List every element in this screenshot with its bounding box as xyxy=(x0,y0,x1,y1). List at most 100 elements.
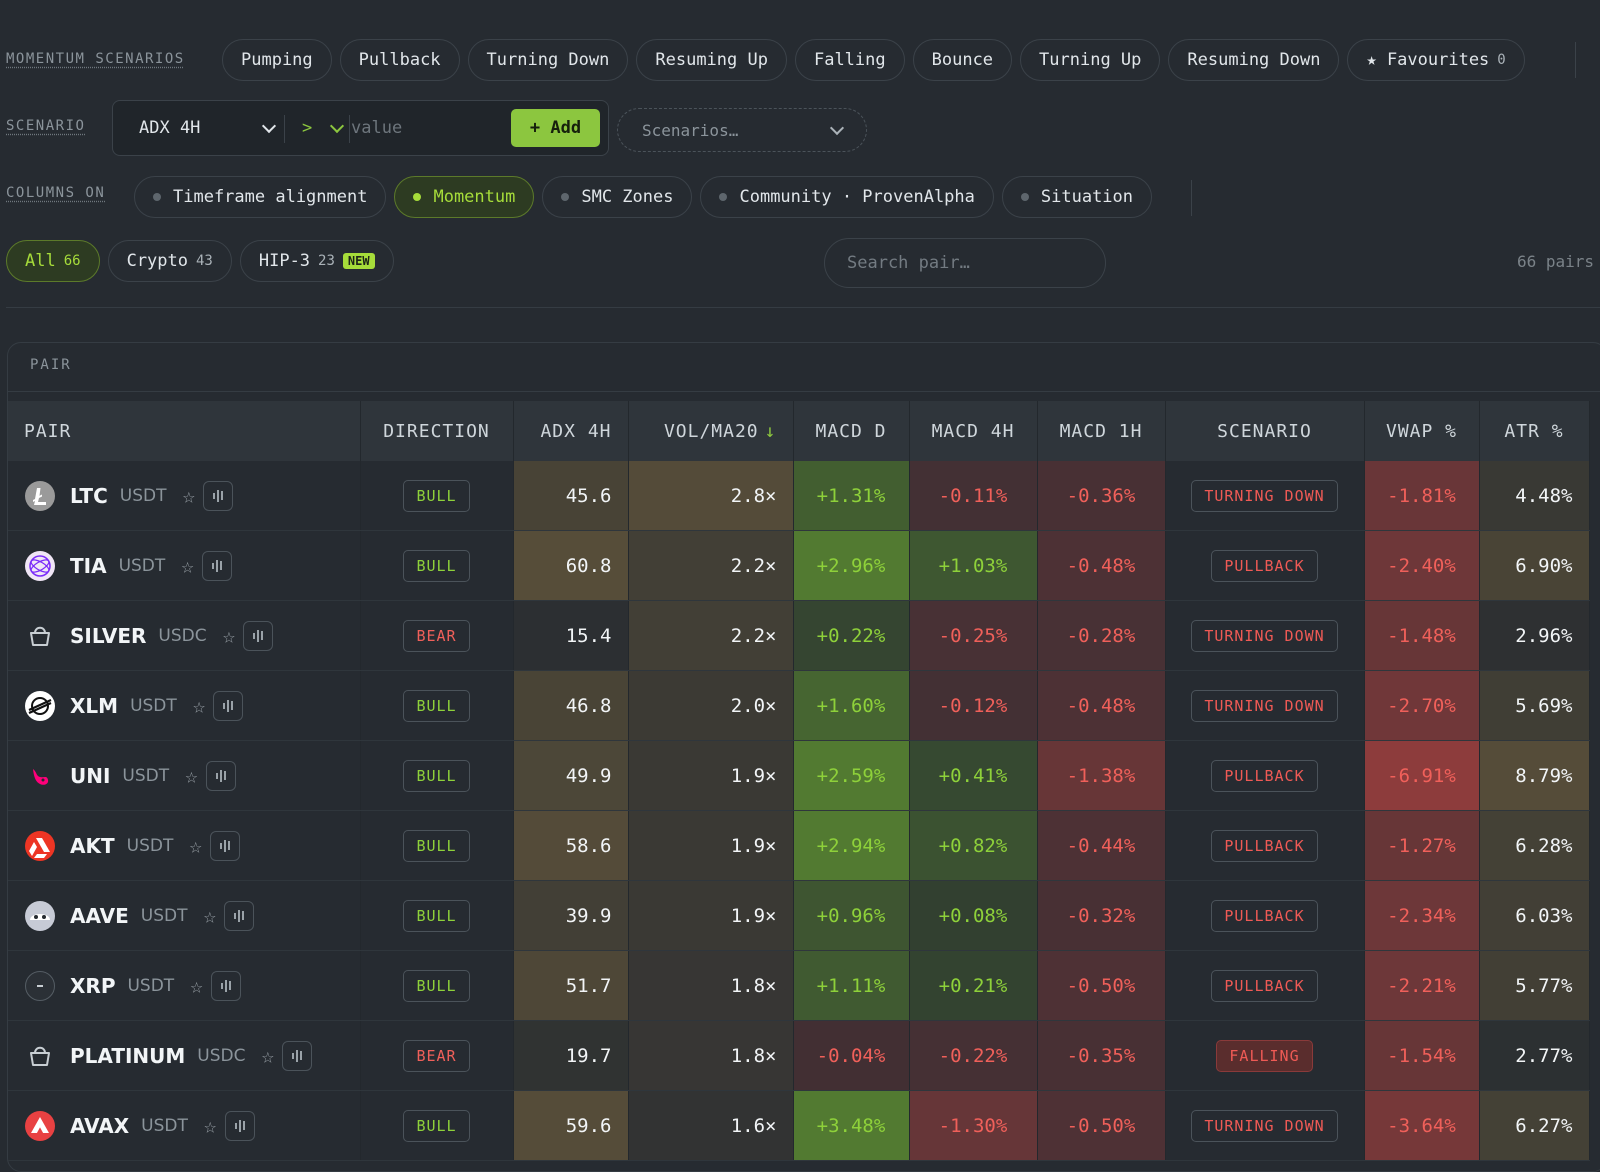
chart-icon[interactable] xyxy=(201,550,232,581)
table-row[interactable]: TIA USDT ☆ BULL 60.8 2.2× +2.96% +1.03% -0.48% PU… xyxy=(8,530,1590,601)
column-header-vol-ma20[interactable]: VOL/MA20 ↓ xyxy=(628,401,794,461)
chip-pullback[interactable]: Pullback xyxy=(339,39,460,81)
column-chip-smc-zones[interactable]: SMC Zones xyxy=(542,176,693,218)
vol-ma20-cell: 1.9× xyxy=(628,740,794,811)
macd-4h-cell: +0.21% xyxy=(909,950,1038,1021)
column-header-pair[interactable]: PAIR xyxy=(8,401,361,461)
chip-favourites[interactable]: ★ Favourites 0 xyxy=(1347,39,1525,81)
star-icon[interactable]: ☆ xyxy=(203,903,217,928)
divider xyxy=(6,307,1600,308)
scenario-cell: TURNING DOWN xyxy=(1165,670,1365,741)
star-icon[interactable]: ☆ xyxy=(189,833,202,858)
column-chip-situation[interactable]: Situation xyxy=(1001,176,1153,218)
pairs-table-container: PAIR PAIR DIRECTION ADX 4H VOL/MA20 ↓ MACD D M… xyxy=(7,342,1600,1172)
chart-icon[interactable] xyxy=(203,480,234,511)
chip-turning-down[interactable]: Turning Down xyxy=(467,39,629,81)
direction-cell: BEAR xyxy=(360,1020,514,1091)
column-header-macd-d[interactable]: MACD D xyxy=(793,401,910,461)
star-icon[interactable]: ☆ xyxy=(203,1113,217,1138)
direction-cell: BULL xyxy=(360,810,514,881)
macd-d-cell: +1.31% xyxy=(793,461,910,531)
tab-crypto[interactable]: Crypto 43 xyxy=(107,240,232,282)
tab-all[interactable]: All 66 xyxy=(6,240,100,282)
table-row[interactable]: AAVE USDT ☆ BULL 39.9 1.9× +0.96% +0.08% -0.32% P… xyxy=(8,880,1590,951)
pair-symbol[interactable]: XRP xyxy=(70,973,116,998)
table-row[interactable]: AVAX USDT ☆ BULL 59.6 1.6× +3.48% -1.30% -0.50% T… xyxy=(8,1090,1590,1161)
divider xyxy=(1575,42,1576,78)
scenario-badge: PULLBACK xyxy=(1211,899,1318,932)
macd-d-cell: +2.94% xyxy=(793,810,910,881)
chart-icon[interactable] xyxy=(210,970,241,1001)
pair-symbol[interactable]: LTC xyxy=(70,483,108,508)
adx-cell: 60.8 xyxy=(513,530,629,601)
column-chip-timeframe-alignment[interactable]: Timeframe alignment xyxy=(134,176,387,218)
column-chip-community-provenalpha[interactable]: Community · ProvenAlpha xyxy=(700,176,994,218)
chart-icon[interactable] xyxy=(224,900,255,931)
chip-resuming-down[interactable]: Resuming Down xyxy=(1168,39,1340,81)
table-row[interactable]: LTC USDT ☆ BULL 45.6 2.8× +1.31% -0.11% -0.36% TU… xyxy=(8,461,1590,531)
table-row[interactable]: XLM USDT ☆ BULL 46.8 2.0× +1.60% -0.12% -0.48% TU… xyxy=(8,670,1590,741)
pair-quote: USDT xyxy=(130,695,177,716)
column-header-adx-4h[interactable]: ADX 4H xyxy=(513,401,629,461)
direction-cell: BULL xyxy=(360,1090,514,1161)
table-row[interactable]: AKT USDT ☆ BULL 58.6 1.9× +2.94% +0.82% -0.44% PU… xyxy=(8,810,1590,881)
search-input[interactable]: Search pair… xyxy=(824,238,1106,288)
pair-quote: USDT xyxy=(127,975,175,996)
chart-icon[interactable] xyxy=(210,830,240,861)
vol-ma20-cell: 2.2× xyxy=(628,530,794,601)
star-icon[interactable]: ☆ xyxy=(261,1043,275,1068)
vwap-cell: -2.34% xyxy=(1364,880,1480,951)
column-header-macd-1h[interactable]: MACD 1H xyxy=(1037,401,1166,461)
chart-icon[interactable] xyxy=(224,1110,255,1141)
column-header-scenario[interactable]: SCENARIO xyxy=(1165,401,1365,461)
tab-hip-3[interactable]: HIP-3 23 NEW xyxy=(239,240,394,282)
scenario-badge: FALLING xyxy=(1216,1039,1313,1072)
star-icon[interactable]: ☆ xyxy=(182,483,196,508)
scenario-badge: TURNING DOWN xyxy=(1191,619,1338,652)
operator-select[interactable]: > xyxy=(302,101,345,155)
table-row[interactable]: PLATINUM USDC ☆ BEAR 19.7 1.8× -0.04% -0.22% -0.… xyxy=(8,1020,1590,1091)
column-header-atr[interactable]: ATR % xyxy=(1479,401,1590,461)
chip-falling[interactable]: Falling xyxy=(794,39,905,81)
star-icon[interactable]: ☆ xyxy=(192,693,206,718)
column-header-macd-4h[interactable]: MACD 4H xyxy=(909,401,1038,461)
adx-cell: 49.9 xyxy=(513,740,629,811)
macd-4h-cell: -1.30% xyxy=(909,1090,1038,1161)
scenarios-dropdown[interactable]: Scenarios… xyxy=(617,108,867,152)
chip-turning-up[interactable]: Turning Up xyxy=(1020,39,1161,81)
pair-symbol[interactable]: TIA xyxy=(70,553,107,578)
column-header-label: DIRECTION xyxy=(383,420,490,442)
chart-icon[interactable] xyxy=(213,690,244,721)
column-chip-momentum[interactable]: Momentum xyxy=(394,176,535,218)
macd-d-cell: +2.59% xyxy=(793,740,910,811)
direction-cell: BULL xyxy=(360,880,514,951)
chevron-down-icon xyxy=(329,118,345,133)
pair-symbol[interactable]: SILVER xyxy=(70,623,147,648)
table-row[interactable]: XRP USDT ☆ BULL 51.7 1.8× +1.11% +0.21% -0.50% PU… xyxy=(8,950,1590,1021)
macd-4h-cell: -0.25% xyxy=(909,600,1038,671)
star-icon[interactable]: ☆ xyxy=(190,973,203,998)
chart-icon[interactable] xyxy=(205,760,236,791)
star-icon[interactable]: ☆ xyxy=(185,763,198,788)
metric-select[interactable]: ADX 4H xyxy=(139,101,277,155)
star-icon[interactable]: ☆ xyxy=(181,553,194,578)
pair-symbol[interactable]: AAVE xyxy=(70,903,129,928)
pair-symbol[interactable]: XLM xyxy=(70,693,119,718)
column-header-direction[interactable]: DIRECTION xyxy=(360,401,514,461)
add-scenario-button[interactable]: + Add xyxy=(511,109,600,147)
chip-pumping[interactable]: Pumping xyxy=(222,39,332,81)
chart-icon[interactable] xyxy=(243,620,274,651)
table-row[interactable]: UNI USDT ☆ BULL 49.9 1.9× +2.59% +0.41% -1.38% PU… xyxy=(8,740,1590,811)
star-icon[interactable]: ☆ xyxy=(222,623,236,648)
pair-symbol[interactable]: AVAX xyxy=(70,1113,130,1138)
pair-symbol[interactable]: UNI xyxy=(70,763,111,788)
sort-down-icon[interactable]: ↓ xyxy=(764,420,777,442)
chip-bounce[interactable]: Bounce xyxy=(912,39,1013,81)
value-input[interactable]: value xyxy=(351,118,403,138)
column-header-vwap[interactable]: VWAP % xyxy=(1364,401,1480,461)
chart-icon[interactable] xyxy=(282,1040,313,1071)
chip-resuming-up[interactable]: Resuming Up xyxy=(636,39,787,81)
pair-symbol[interactable]: PLATINUM xyxy=(70,1043,186,1068)
pair-symbol[interactable]: AKT xyxy=(70,833,115,858)
table-row[interactable]: SILVER USDC ☆ BEAR 15.4 2.2× +0.22% -0.25% -0.28… xyxy=(8,600,1590,671)
